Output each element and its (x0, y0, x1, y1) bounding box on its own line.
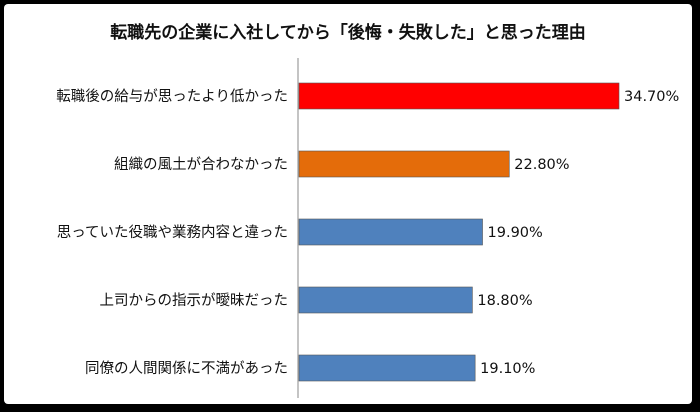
bar (298, 286, 473, 314)
bar (298, 354, 476, 382)
bar (298, 150, 510, 178)
category-label: 組織の風土が合わなかった (114, 156, 288, 173)
category-label: 同僚の人間関係に不満があった (85, 360, 288, 377)
bar (298, 82, 620, 110)
chart-title: 転職先の企業に入社してから「後悔・失敗した」と思った理由 (110, 23, 586, 43)
category-label: 上司からの指示が曖昧だった (100, 292, 289, 309)
value-label: 18.80% (477, 293, 532, 309)
category-label: 思っていた役職や業務内容と違った (57, 224, 288, 241)
value-label: 22.80% (514, 157, 569, 173)
value-label: 19.90% (488, 225, 543, 241)
chart-frame: 転職先の企業に入社してから「後悔・失敗した」と思った理由 転職後の給与が思ったよ… (4, 4, 692, 404)
category-label: 転職後の給与が思ったより低かった (56, 88, 288, 105)
value-label: 34.70% (624, 89, 679, 105)
value-label: 19.10% (480, 361, 535, 377)
bar-chart: 転職後の給与が思ったより低かった 34.70% 組織の風土が合わなかった 22.80%… (56, 58, 679, 398)
bar (298, 218, 483, 246)
